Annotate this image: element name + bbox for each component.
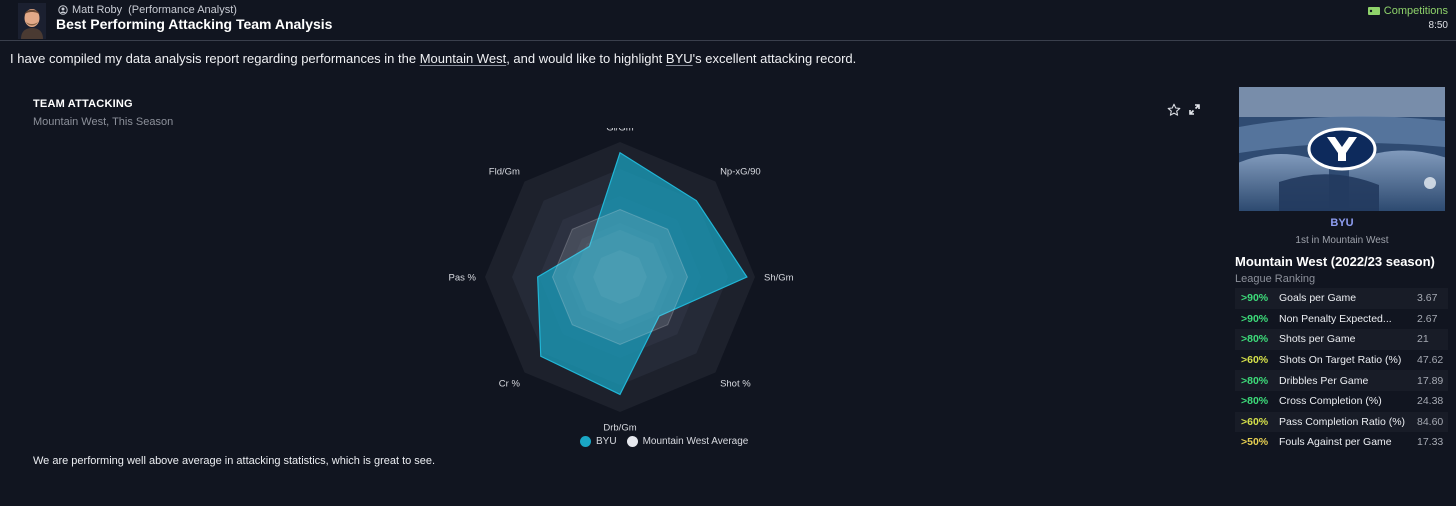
category-label: Competitions <box>1383 5 1448 17</box>
radar-series <box>537 151 748 396</box>
ranking-row: >60% Pass Completion Ratio (%) 84.60 <box>1235 411 1448 433</box>
ranking-stat: Pass Completion Ratio (%) <box>1279 415 1406 428</box>
radar-series-average <box>551 208 689 346</box>
ranking-stat: Goals per Game <box>1279 292 1357 305</box>
chart-legend: BYU Mountain West Average <box>580 436 748 447</box>
intro-part2: , and would like to highlight <box>506 51 666 66</box>
category-link[interactable]: Competitions <box>1367 5 1448 17</box>
message-title: Best Performing Attacking Team Analysis <box>56 16 333 32</box>
ranking-value: 84.60 <box>1417 415 1444 428</box>
radar-inner-ring <box>593 250 647 304</box>
ranking-percentile: >90% <box>1241 312 1269 325</box>
radar-axis-label: Cr % <box>499 379 521 390</box>
ranking-row: >90% Non Penalty Expected... 2.67 <box>1235 309 1448 330</box>
sender-line: Matt Roby (Performance Analyst) <box>58 4 237 16</box>
analyst-avatar[interactable] <box>18 3 46 39</box>
ranking-stat: Non Penalty Expected... <box>1279 312 1392 325</box>
team-attacking-radar: Gl/Gm Np-xG/90 Sh/Gm Shot % Drb/Gm Cr % Pas % F… <box>449 128 794 434</box>
radar-axis-label: Gl/Gm <box>606 128 634 134</box>
sender-name[interactable]: Matt Roby <box>72 4 123 16</box>
radar-labels: Gl/Gm Np-xG/90 Sh/Gm Shot % Drb/Gm Cr % Pas % F… <box>449 128 794 434</box>
intro-text: I have compiled my data analysis report … <box>10 51 856 66</box>
team-link[interactable]: BYU <box>665 51 693 66</box>
legend-item-average[interactable]: Mountain West Average <box>626 436 749 447</box>
legend-dot-byu <box>580 436 591 447</box>
radar-axis-label: Drb/Gm <box>603 423 636 434</box>
ranking-percentile: >90% <box>1241 292 1269 305</box>
legend-label-byu: BYU <box>596 436 617 447</box>
ranking-row: >80% Cross Completion (%) 24.38 <box>1235 391 1448 412</box>
team-stadium-image[interactable] <box>1239 87 1445 211</box>
chart-title: TEAM ATTACKING <box>33 98 133 110</box>
message-header: Matt Roby (Performance Analyst) Best Per… <box>0 0 1456 41</box>
ranking-value: 24.38 <box>1417 395 1444 408</box>
league-subtitle: League Ranking <box>1235 273 1316 285</box>
team-position: 1st in Mountain West <box>1295 235 1389 246</box>
ranking-percentile: >80% <box>1241 374 1269 387</box>
ranking-value: 21 <box>1417 333 1429 346</box>
radar-axis-label: Fld/Gm <box>489 166 520 177</box>
ranking-stat: Shots On Target Ratio (%) <box>1279 354 1402 367</box>
radar-axis-label: Sh/Gm <box>764 273 794 284</box>
ranking-stat: Fouls Against per Game <box>1279 436 1392 449</box>
radar-axis-label: Shot % <box>720 379 751 390</box>
radar-axis-label: Np-xG/90 <box>720 166 761 177</box>
ranking-row: >90% Goals per Game 3.67 <box>1235 288 1448 309</box>
ranking-value: 17.33 <box>1417 436 1444 449</box>
ranking-stat: Cross Completion (%) <box>1279 395 1382 408</box>
ranking-value: 47.62 <box>1417 354 1444 367</box>
league-link[interactable]: Mountain West <box>419 51 507 66</box>
ranking-percentile: >50% <box>1241 436 1269 449</box>
ranking-table: >90% Goals per Game 3.67 >90% Non Penalt… <box>1235 288 1448 453</box>
ranking-stat: Shots per Game <box>1279 333 1356 346</box>
ranking-stat: Dribbles Per Game <box>1279 374 1369 387</box>
ranking-value: 2.67 <box>1417 312 1438 325</box>
competition-tag-icon <box>1367 7 1380 15</box>
expand-icon[interactable] <box>1189 104 1200 115</box>
star-icon[interactable] <box>1167 103 1181 117</box>
legend-item-byu[interactable]: BYU <box>580 436 617 447</box>
ranking-percentile: >80% <box>1241 333 1269 346</box>
ranking-row: >80% Dribbles Per Game 17.89 <box>1235 370 1448 391</box>
legend-dot-average <box>626 436 638 447</box>
ranking-row: >60% Shots On Target Ratio (%) 47.62 <box>1235 350 1448 371</box>
ranking-percentile: >60% <box>1241 415 1269 428</box>
chart-subtitle: Mountain West, This Season <box>33 116 174 128</box>
intro-part1: I have compiled my data analysis report … <box>10 51 420 66</box>
person-icon <box>58 5 68 15</box>
sender-role: (Performance Analyst) <box>128 4 237 16</box>
league-title: Mountain West (2022/23 season) <box>1235 254 1435 269</box>
ranking-row: >50% Fouls Against per Game 17.33 <box>1235 432 1448 453</box>
ranking-percentile: >60% <box>1241 354 1269 367</box>
chart-footnote: We are performing well above average in … <box>33 455 436 467</box>
message-time: 8:50 <box>1428 20 1448 31</box>
team-name[interactable]: BYU <box>1330 217 1354 229</box>
legend-label-average: Mountain West Average <box>642 436 749 447</box>
intro-part3: 's excellent attacking record. <box>692 51 857 66</box>
ranking-row: >80% Shots per Game 21 <box>1235 329 1448 350</box>
ranking-percentile: >80% <box>1241 395 1269 408</box>
ranking-value: 3.67 <box>1417 292 1438 305</box>
radar-series-byu <box>537 151 748 396</box>
ranking-value: 17.89 <box>1417 374 1444 387</box>
radar-axis-label: Pas % <box>449 273 477 284</box>
radar-inner-ring <box>572 229 668 325</box>
